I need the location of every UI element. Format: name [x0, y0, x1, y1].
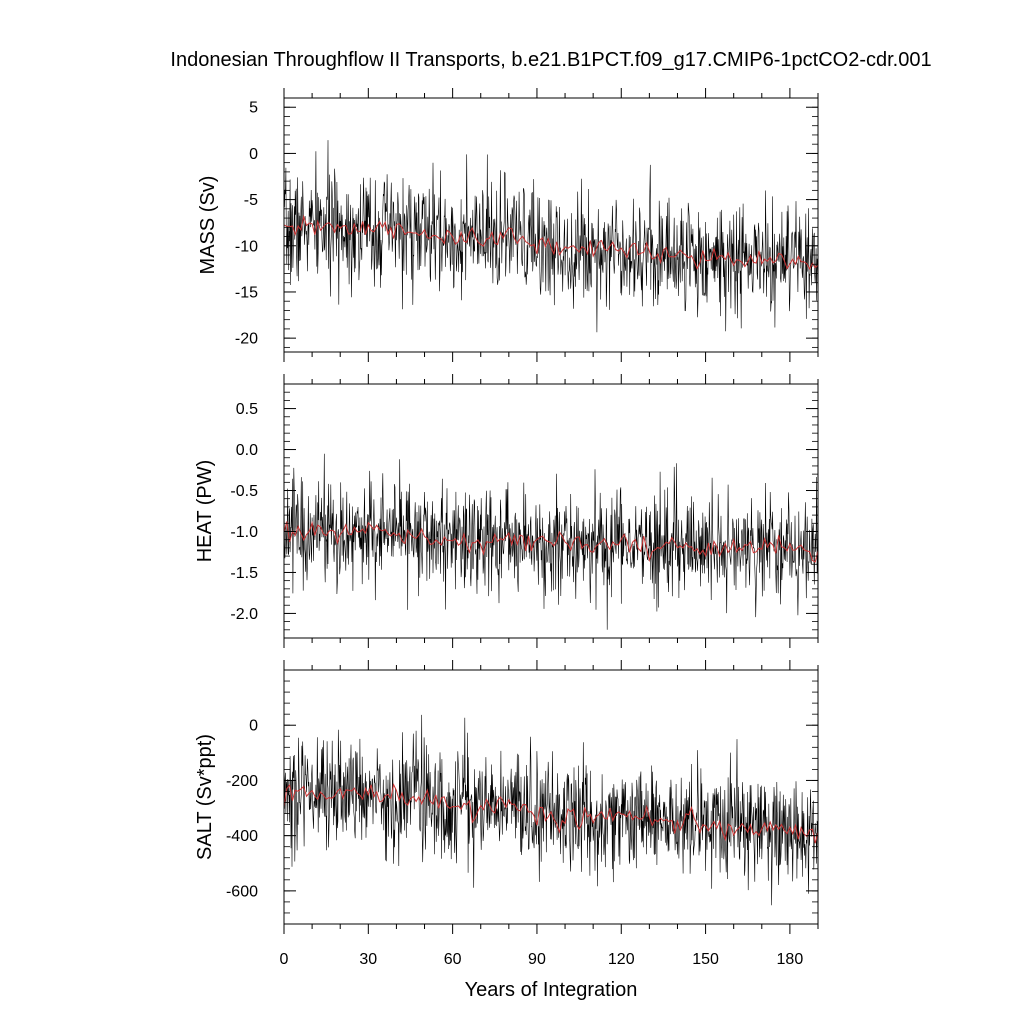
heat-ytick-label: 0.5: [236, 401, 258, 418]
heat-annual-line: [283, 520, 819, 563]
salt-plot-frame: [283, 669, 819, 925]
xtick-label: 30: [359, 951, 377, 968]
salt-series-group: [283, 714, 819, 906]
mass-annual-line: [283, 214, 819, 270]
panel-salt: 0 -200 -400 -600 SALT (Sv*ppt): [194, 660, 819, 934]
mass-ytick-label: -20: [235, 331, 258, 348]
mass-ytick-label: -15: [235, 284, 258, 301]
heat-ytick-label: -1.5: [230, 565, 258, 582]
mass-ylabel: MASS (Sv): [197, 176, 219, 275]
panel-heat: 0.5 0.0 -0.5 -1.0 -1.5 -2.0 HEAT (PW): [194, 374, 819, 648]
mass-ytick-label: 5: [249, 100, 258, 117]
heat-ytick-label: -1.0: [230, 524, 258, 541]
xtick-label: 0: [280, 951, 289, 968]
mass-ytick-label: -5: [244, 192, 258, 209]
heat-monthly-line: [283, 453, 819, 630]
xtick-label: 90: [528, 951, 546, 968]
salt-annual-line: [283, 783, 819, 844]
xtick-label: 150: [692, 951, 719, 968]
salt-ticks: 0 -200 -400 -600: [226, 660, 819, 934]
x-tick-labels: 0 30 60 90 120 150 180: [280, 951, 804, 968]
mass-series-group: [283, 140, 819, 333]
mass-monthly-line: [283, 140, 819, 333]
xtick-label: 120: [608, 951, 635, 968]
mass-ytick-label: 0: [249, 146, 258, 163]
heat-series-group: [283, 453, 819, 630]
x-axis-label: Years of Integration: [465, 979, 638, 1001]
heat-ytick-label: -2.0: [230, 606, 258, 623]
salt-monthly-line: [283, 714, 819, 906]
chart-title: Indonesian Throughflow II Transports, b.…: [170, 49, 931, 71]
heat-ytick-label: -0.5: [230, 483, 258, 500]
salt-ylabel: SALT (Sv*ppt): [194, 734, 216, 860]
panel-mass: 5 0 -5 -10 -15 -20 MASS (Sv): [197, 88, 819, 362]
heat-ylabel: HEAT (PW): [194, 460, 216, 563]
heat-ytick-label: 0.0: [236, 442, 258, 459]
xtick-label: 180: [777, 951, 804, 968]
mass-ytick-label: -10: [235, 238, 258, 255]
mass-plot-frame: [283, 97, 819, 353]
heat-ticks: 0.5 0.0 -0.5 -1.0 -1.5 -2.0: [230, 374, 819, 648]
salt-ytick-label: 0: [249, 718, 258, 735]
salt-ytick-label: -200: [226, 773, 258, 790]
salt-ytick-label: -600: [226, 883, 258, 900]
xtick-label: 60: [444, 951, 462, 968]
mass-ticks: 5 0 -5 -10 -15 -20: [235, 88, 819, 362]
salt-ytick-label: -400: [226, 828, 258, 845]
heat-plot-frame: [283, 383, 819, 639]
